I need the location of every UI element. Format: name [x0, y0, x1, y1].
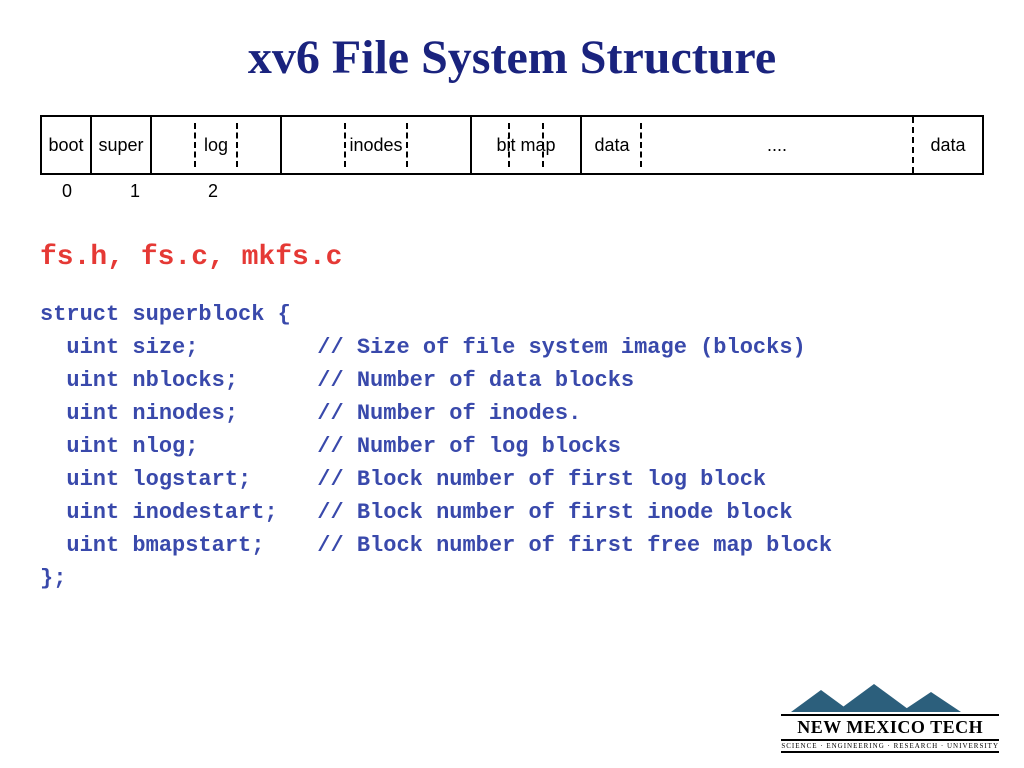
block-data-last: data: [912, 117, 982, 173]
block-row: boot super log inodes bit map data .... …: [40, 115, 984, 175]
slide-title: xv6 File System Structure: [40, 30, 984, 85]
code-line: uint inodestart; // Block number of firs…: [40, 500, 793, 525]
block-index-1: 1: [130, 181, 140, 202]
code-line: uint nlog; // Number of log blocks: [40, 434, 621, 459]
code-line: uint size; // Size of file system image …: [40, 335, 806, 360]
block-boot: boot: [42, 117, 92, 173]
logo-tagline: SCIENCE · ENGINEERING · RESEARCH · UNIVE…: [781, 741, 999, 753]
block-index-0: 0: [62, 181, 72, 202]
block-bitmap: bit map: [472, 117, 582, 173]
block-ellipsis: ....: [642, 117, 912, 173]
logo-name: NEW MEXICO TECH: [781, 714, 999, 741]
block-super: super: [92, 117, 152, 173]
code-line: struct superblock {: [40, 302, 291, 327]
slide: xv6 File System Structure boot super log…: [0, 0, 1024, 768]
source-files-line: fs.h, fs.c, mkfs.c: [40, 242, 984, 273]
code-line: uint bmapstart; // Block number of first…: [40, 533, 832, 558]
block-diagram: boot super log inodes bit map data .... …: [40, 115, 984, 202]
block-index-2: 2: [208, 181, 218, 202]
code-line: };: [40, 566, 66, 591]
block-data-first: data: [582, 117, 642, 173]
code-line: uint logstart; // Block number of first …: [40, 467, 766, 492]
logo-mountains-icon: [781, 684, 999, 712]
code-line: uint ninodes; // Number of inodes.: [40, 401, 581, 426]
code-line: uint nblocks; // Number of data blocks: [40, 368, 634, 393]
block-log: log: [152, 117, 282, 173]
block-index-row: 0 1 2: [40, 181, 984, 202]
code-block: struct superblock { uint size; // Size o…: [40, 298, 984, 595]
university-logo: NEW MEXICO TECH SCIENCE · ENGINEERING · …: [781, 684, 999, 753]
block-inodes: inodes: [282, 117, 472, 173]
